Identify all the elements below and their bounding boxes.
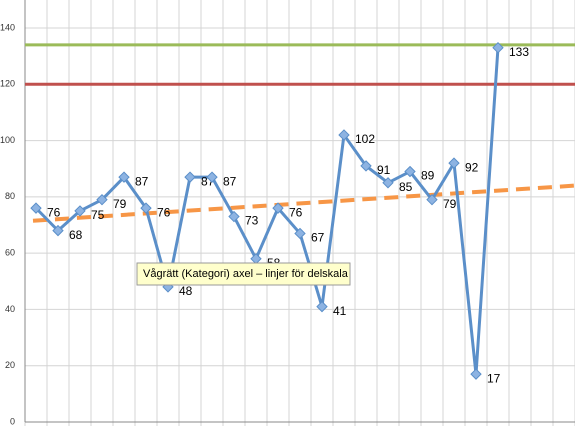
y-tick-label: 100 — [0, 135, 15, 145]
data-label: 91 — [377, 163, 391, 177]
tooltip: Vågrätt (Kategori) axel – linjer för del… — [136, 262, 351, 286]
y-tick-label: 20 — [5, 360, 15, 370]
marker — [140, 202, 152, 214]
marker — [448, 157, 460, 169]
marker — [96, 193, 108, 206]
trendline — [32, 183, 575, 223]
marker — [426, 193, 438, 206]
marker — [228, 210, 240, 223]
marker — [118, 171, 130, 183]
data-label: 79 — [443, 197, 457, 211]
data-label: 73 — [245, 214, 259, 228]
data-label: 76 — [157, 205, 171, 219]
marker — [338, 129, 350, 141]
data-label: 102 — [355, 132, 375, 146]
data-label: 68 — [69, 228, 83, 242]
data-label: 67 — [311, 231, 325, 245]
tooltip-text: Vågrätt (Kategori) axel – linjer för del… — [143, 268, 349, 280]
data-label: 75 — [91, 208, 105, 222]
y-tick-label: 80 — [5, 191, 15, 201]
data-label: 133 — [509, 45, 529, 59]
marker — [272, 202, 284, 214]
marker — [492, 41, 504, 54]
y-tick-label: 0 — [10, 416, 15, 426]
marker — [30, 202, 42, 214]
series-line — [34, 47, 500, 376]
marker — [52, 224, 64, 237]
data-label: 87 — [223, 174, 237, 188]
data-label: 48 — [179, 284, 193, 298]
y-tick-label: 60 — [5, 248, 15, 258]
marker — [184, 171, 196, 183]
data-label: 76 — [47, 205, 61, 219]
data-label: 87 — [135, 174, 149, 188]
tooltip-box — [136, 262, 351, 286]
data-label: 85 — [399, 180, 413, 194]
marker — [74, 205, 86, 217]
data-label: 76 — [289, 205, 303, 219]
marker — [382, 177, 394, 189]
data-label: 17 — [487, 371, 501, 385]
data-label: 79 — [113, 197, 127, 211]
y-tick-label: 120 — [0, 79, 15, 89]
marker — [206, 171, 218, 183]
y-tick-label: 140 — [0, 22, 15, 32]
marker — [470, 368, 482, 380]
data-label: 92 — [465, 160, 479, 174]
marker — [294, 227, 306, 240]
data-label: 41 — [333, 304, 347, 318]
marker — [360, 160, 372, 172]
marker — [404, 165, 416, 178]
data-label: 89 — [421, 169, 435, 183]
y-tick-label: 40 — [5, 304, 15, 314]
marker — [316, 300, 328, 313]
